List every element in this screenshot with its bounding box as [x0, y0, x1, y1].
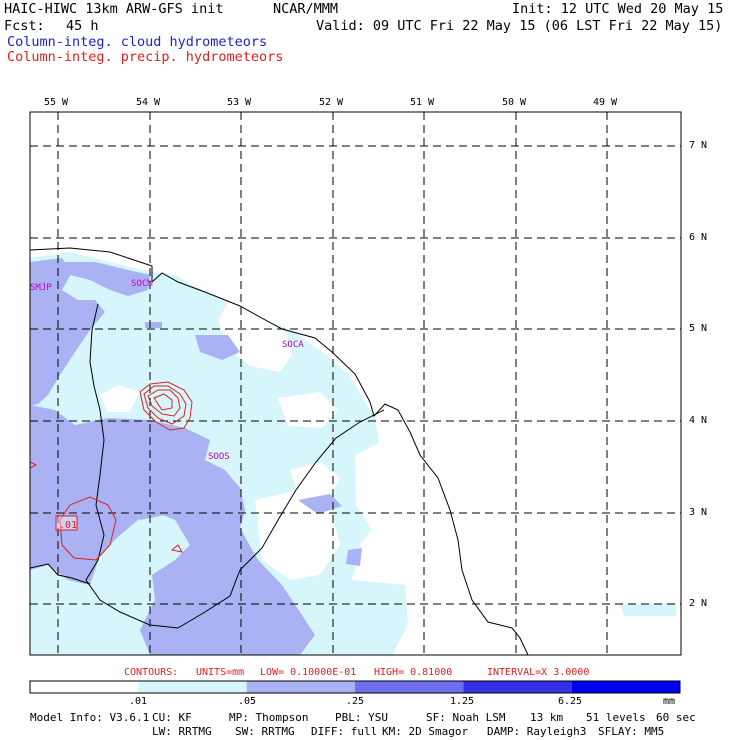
km-option: KM: 2D Smagor [382, 725, 469, 738]
damping-option: DAMP: Rayleigh3 [487, 725, 587, 738]
precip-field-title: Column-integ. precip. hydrometeors [7, 49, 284, 65]
lat-label-2n: 2 N [689, 598, 708, 609]
lat-label-4n: 4 N [689, 415, 708, 426]
lat-label-3n: 3 N [689, 507, 708, 518]
station-smjp: SMJP [30, 283, 52, 293]
lat-label-5n: 5 N [689, 323, 708, 334]
colorbar-cell [138, 681, 247, 693]
colorbar-cell [571, 681, 680, 693]
cumulus-scheme: CU: KF [152, 711, 192, 724]
lon-label-50w: 50 W [502, 97, 527, 108]
resolution: 13 km [530, 711, 564, 724]
colorbar-cell [246, 681, 355, 693]
map-frame [29, 111, 682, 656]
coastline [30, 247, 529, 655]
latlon-grid [30, 112, 681, 655]
forecast-label: Fcst: [4, 18, 45, 34]
contour-low: LOW= 0.10000E-01 [260, 667, 357, 678]
cloud-field-title: Column-integ. cloud hydrometeors [7, 34, 268, 50]
lon-label-53w: 53 W [227, 97, 252, 108]
lon-label-52w: 52 W [319, 97, 344, 108]
colorbar-tick-4: 6.25 [558, 696, 583, 707]
lat-label-7n: 7 N [689, 140, 708, 151]
colorbar-tick-1: .05 [238, 696, 257, 707]
station-soos: SOOS [208, 452, 230, 462]
colorbar-cell [355, 681, 464, 693]
pbl-scheme: PBL: YSU [335, 711, 388, 724]
diffusion-option: DIFF: full [311, 725, 378, 738]
surface-layer-option: SFLAY: MM5 [598, 725, 665, 738]
organization-label: NCAR/MMM [273, 1, 339, 17]
colorbar-tick-0: .01 [129, 696, 148, 707]
lon-label-49w: 49 W [593, 97, 618, 108]
valid-time: Valid: 09 UTC Fri 22 May 15 (06 LST Fri … [316, 18, 723, 34]
contour-high: HIGH= 0.81000 [374, 667, 453, 678]
lat-label-6n: 6 N [689, 232, 708, 243]
lon-label-54w: 54 W [136, 97, 161, 108]
contour-value-label: .01 [59, 520, 78, 531]
station-socm: SOCM [131, 279, 153, 289]
model-title: HAIC-HIWC 13km ARW-GFS init [4, 1, 224, 17]
colorbar-units: mm [663, 696, 676, 707]
time-step: 60 sec [656, 711, 696, 724]
forecast-hour: 45 h [66, 18, 99, 34]
colorbar-tick-2: .25 [346, 696, 365, 707]
colorbar-tick-3: 1.25 [450, 696, 475, 707]
lon-label-55w: 55 W [44, 97, 69, 108]
contour-label-box [55, 515, 78, 531]
microphysics-scheme: MP: Thompson [229, 711, 309, 724]
contour-interval: INTERVAL=X 3.0000 [487, 667, 590, 678]
precip-contours [30, 381, 193, 561]
contour-info-label: CONTOURS: [124, 667, 179, 678]
init-time: Init: 12 UTC Wed 20 May 15 [512, 1, 724, 17]
model-version: Model Info: V3.6.1 [30, 711, 150, 724]
colorbar-cell [30, 681, 139, 693]
longwave-scheme: LW: RRTMG [152, 725, 212, 738]
station-soca: SOCA [282, 340, 304, 350]
colorbar-cell [463, 681, 572, 693]
surface-scheme: SF: Noah LSM [426, 711, 506, 724]
lon-label-51w: 51 W [410, 97, 435, 108]
contour-units: UNITS=mm [196, 667, 245, 678]
vertical-levels: 51 levels [586, 711, 646, 724]
shortwave-scheme: SW: RRTMG [235, 725, 295, 738]
